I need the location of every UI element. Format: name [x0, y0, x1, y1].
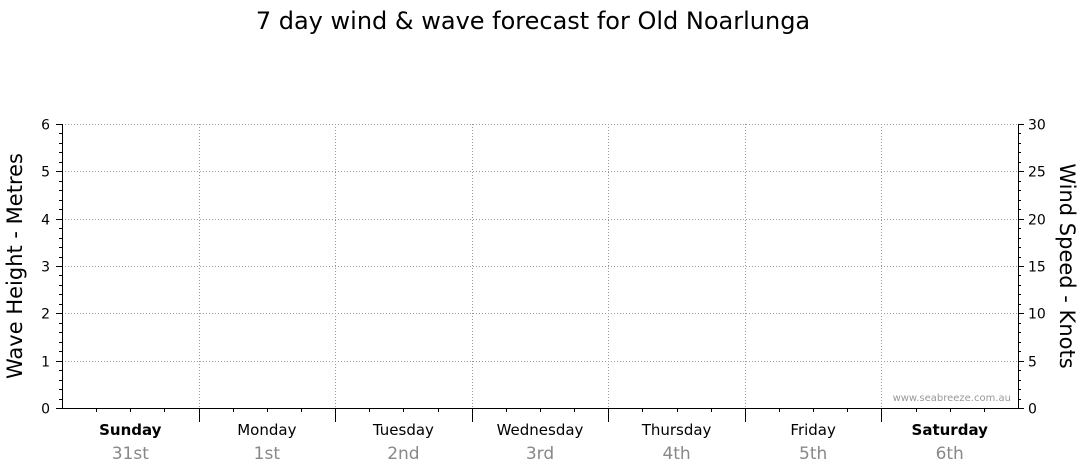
right-axis-title: Wind Speed - Knots: [1055, 163, 1079, 368]
right-tick-label: 5: [1028, 355, 1037, 371]
right-axis-ticks: 0 5 10 15 20 25 30: [1018, 118, 1046, 418]
left-axis-title: Wave Height - Metres: [3, 153, 27, 379]
left-tick-label: 6: [41, 118, 50, 134]
day-date-label: 4th: [662, 444, 690, 464]
watermark: www.seabreeze.com.au: [893, 393, 1011, 404]
left-tick-label: 0: [41, 402, 50, 418]
left-tick-label: 3: [41, 260, 50, 276]
left-tick-label: 4: [41, 213, 50, 229]
day-date-label: 1st: [254, 444, 281, 464]
chart-title: 7 day wind & wave forecast for Old Noarl…: [256, 7, 810, 35]
gridlines: [62, 124, 1018, 408]
day-name-label: Tuesday: [372, 421, 434, 439]
right-tick-label: 0: [1028, 402, 1037, 418]
x-axis-ticks: [96, 408, 985, 422]
day-name-label: Monday: [237, 421, 296, 439]
day-name-label: Wednesday: [497, 421, 584, 439]
day-date-label: 3rd: [526, 444, 554, 464]
right-tick-label: 10: [1028, 307, 1046, 323]
day-name-label: Thursday: [641, 421, 712, 439]
day-name-label: Friday: [790, 421, 836, 439]
left-tick-label: 2: [41, 307, 50, 323]
day-labels: Sunday 31st Monday 1st Tuesday 2nd Wednesday 3r…: [99, 421, 988, 464]
day-date-label: 5th: [799, 444, 827, 464]
right-tick-label: 30: [1028, 118, 1046, 134]
left-tick-label: 1: [41, 355, 50, 371]
left-axis-ticks: 0 1 2 3 4 5 6: [41, 118, 62, 418]
right-tick-label: 25: [1028, 165, 1046, 181]
day-name-label: Saturday: [912, 421, 989, 439]
day-date-label: 6th: [936, 444, 964, 464]
day-date-label: 31st: [112, 444, 149, 464]
right-tick-label: 15: [1028, 260, 1046, 276]
right-tick-label: 20: [1028, 213, 1046, 229]
day-date-label: 2nd: [387, 444, 419, 464]
left-tick-label: 5: [41, 165, 50, 181]
day-name-label: Sunday: [99, 421, 162, 439]
